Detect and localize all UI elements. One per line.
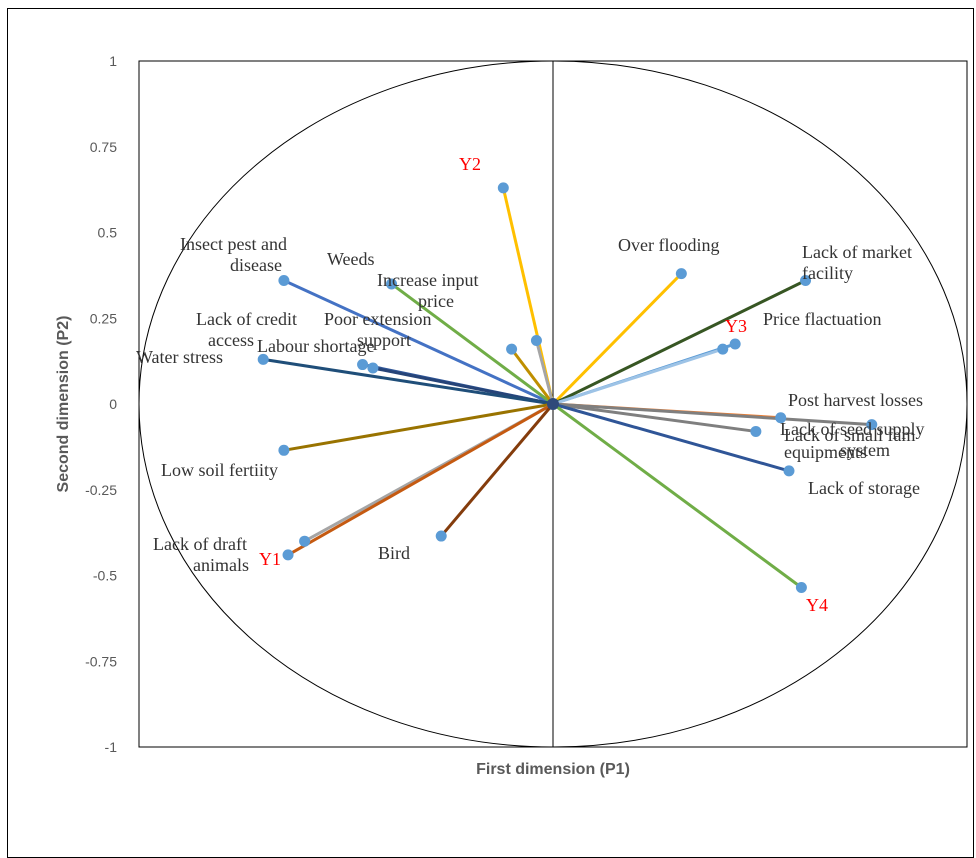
- vector-weeds: [390, 282, 554, 406]
- point-lack-of-draft-animals: [299, 535, 311, 547]
- label-increase-input-price: Increase input price: [377, 270, 478, 311]
- label-lack-of-small-fam-equipments: Lack of small fam equipments: [784, 425, 915, 462]
- point-y3: [729, 338, 741, 350]
- label-water-stress: Water stress: [136, 347, 223, 367]
- label-over-flooding: Over flooding: [618, 235, 719, 255]
- point-y4: [795, 582, 807, 594]
- y-tick-label: -0.5: [93, 568, 117, 584]
- point-poor-extension-support: [530, 335, 542, 347]
- y-tick-label: 0.75: [90, 139, 117, 155]
- y-tick-label: 0.5: [98, 225, 118, 241]
- point-bird: [435, 530, 447, 542]
- chart-frame: [7, 8, 974, 858]
- label-price-flactuation: Price flactuation: [763, 309, 881, 329]
- label-weeds: Weeds: [327, 249, 375, 269]
- point-low-soil-fertiity: [278, 444, 290, 456]
- vector-poor-extension-support: [534, 340, 555, 405]
- point-price-flactuation: [717, 343, 729, 355]
- vector-increase-input-price: [510, 348, 555, 405]
- y-tick-label: -1: [105, 739, 118, 755]
- point-water-stress: [257, 353, 269, 365]
- vector-over-flooding: [551, 272, 683, 406]
- vector-lack-of-seed-supply-system: [552, 402, 872, 427]
- label-y3: Y3: [725, 316, 747, 336]
- vector-lack-of-market-facility: [552, 279, 807, 406]
- label-insect-pest-and-disease: Insect pest and disease: [180, 234, 287, 275]
- y-tick-label: -0.25: [85, 482, 117, 498]
- label-y1: Y1: [259, 549, 281, 569]
- origin-point: [547, 398, 559, 410]
- point-lack-of-storage: [783, 465, 795, 477]
- point-post-harvest-losses: [775, 412, 787, 424]
- point-insect-pest-and-disease: [278, 275, 290, 287]
- point-y1: [282, 549, 294, 561]
- label-y4: Y4: [806, 595, 828, 615]
- vector-water-stress: [262, 357, 554, 406]
- point-weeds: [386, 278, 398, 290]
- vector-y1: [287, 402, 554, 557]
- vector-low-soil-fertiity: [283, 402, 554, 452]
- label-lack-of-storage: Lack of storage: [808, 478, 920, 498]
- point-increase-input-price: [506, 343, 518, 355]
- vector-lack-of-small-fam-equipments: [552, 402, 757, 433]
- vector-lack-of-storage: [552, 402, 790, 473]
- label-lack-of-seed-supply-system: Lack of seed supply system: [780, 419, 924, 460]
- label-lack-of-market-facility: Lack of market facility: [802, 242, 912, 283]
- y-tick-label: 1: [109, 53, 117, 69]
- point-lack-of-seed-supply-system: [866, 419, 878, 431]
- point-lack-of-small-fam-equipments: [750, 425, 762, 437]
- label-lack-of-credit-access: Lack of credit access: [196, 309, 297, 350]
- vector-y4: [552, 402, 803, 589]
- label-poor-extension-support: Poor extension support: [324, 309, 432, 350]
- label-low-soil-fertiity: Low soil fertiity: [161, 460, 278, 480]
- point-y2: [497, 182, 509, 194]
- vector-insect-pest-and-disease: [283, 279, 554, 406]
- y-tick-label: 0.25: [90, 310, 117, 326]
- vector-bird: [440, 403, 555, 538]
- label-bird: Bird: [378, 543, 410, 563]
- point-lack-of-market-facility: [800, 275, 812, 287]
- label-post-harvest-losses: Post harvest losses: [788, 390, 923, 410]
- y-tick-label: -0.75: [85, 653, 117, 669]
- point-over-flooding: [675, 268, 687, 280]
- label-lack-of-draft-animals: Lack of draft animals: [153, 534, 249, 575]
- label-labour-shortage: Labour shortage: [257, 336, 374, 356]
- point-lack-of-credit-access: [357, 359, 369, 371]
- x-axis-title: First dimension (P1): [476, 761, 630, 778]
- vector-price-flactuation: [552, 347, 724, 406]
- point-labour-shortage: [367, 362, 379, 374]
- y-axis-title: Second dimension (P2): [55, 316, 72, 493]
- label-y2: Y2: [459, 154, 481, 174]
- y-tick-label: 0: [109, 396, 117, 412]
